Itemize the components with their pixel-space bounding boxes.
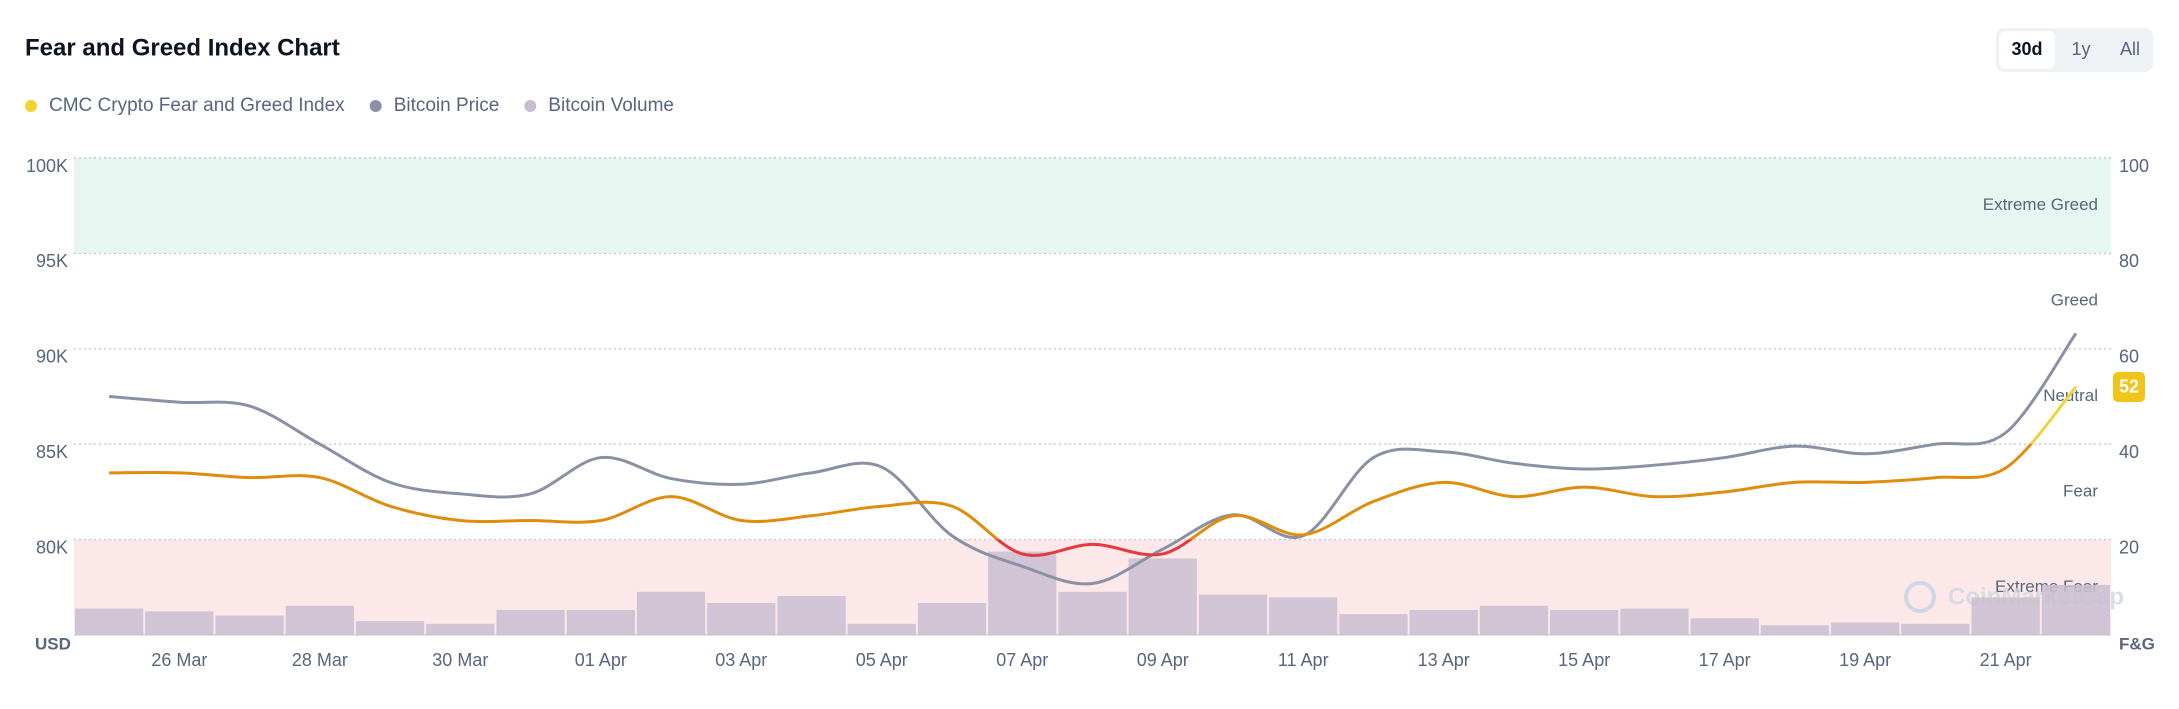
button-active-bg [1999, 31, 2055, 69]
volume-bar [496, 609, 565, 635]
volume-bar [1620, 608, 1689, 635]
zone-label: Fear [2063, 481, 2098, 500]
y2-axis-unit: F&G [2119, 634, 2155, 653]
x-tick-label: 09 Apr [1137, 650, 1189, 670]
volume-bar [355, 621, 425, 635]
x-tick-label: 03 Apr [715, 650, 767, 670]
range-button[interactable]: 30d [2011, 39, 2042, 59]
volume-bar [1831, 622, 1900, 635]
x-tick-label: 11 Apr [1278, 650, 1329, 670]
volume-bar [1269, 597, 1338, 635]
volume-bar [1128, 558, 1197, 635]
y-tick-label: 80K [36, 537, 68, 557]
volume-bar [426, 623, 495, 635]
volume-bar [636, 591, 706, 635]
volume-bar [917, 603, 987, 635]
range-button[interactable]: 1y [2071, 39, 2090, 59]
volume-bar [285, 605, 354, 635]
volume-bar [215, 615, 284, 635]
zone-band [74, 158, 2111, 254]
latest-badge [2113, 371, 2145, 402]
y2-tick-label: 80 [2119, 251, 2139, 271]
volume-bar [707, 603, 776, 635]
y-tick-label: 90K [36, 347, 68, 367]
y2-tick-label: 20 [2119, 537, 2139, 557]
legend-label: CMC Crypto Fear and Greed Index [49, 95, 345, 116]
x-tick-label: 05 Apr [856, 650, 908, 670]
x-tick-label: 07 Apr [996, 650, 1048, 670]
y-tick-label: 100K [26, 156, 68, 176]
x-tick-label: 21 Apr [1980, 650, 2032, 670]
volume-bar [1198, 594, 1268, 635]
x-tick-label: 15 Apr [1558, 650, 1610, 670]
legend-marker [524, 100, 537, 112]
series-line [109, 385, 2078, 557]
volume-bar [1058, 591, 1127, 635]
volume-bar [75, 608, 144, 635]
y-axis-unit: USD [35, 634, 71, 653]
legend-label: Bitcoin Volume [548, 95, 674, 116]
chart-title: Fear and Greed Index Chart [25, 34, 340, 61]
zone-label: Extreme Greed [1983, 195, 2098, 214]
x-tick-label: 17 Apr [1699, 650, 1751, 670]
range-button[interactable]: All [2120, 39, 2140, 59]
y2-tick-label: 40 [2119, 442, 2139, 462]
y2-tick-label: 100 [2119, 156, 2149, 176]
y2-tick-label: 60 [2119, 347, 2139, 367]
volume-bar [2041, 584, 2110, 635]
volume-bar [1901, 623, 1970, 635]
volume-bar [1339, 614, 1408, 635]
volume-bar [1760, 625, 1830, 635]
volume-bar [1550, 609, 1619, 635]
watermark-logo [1904, 581, 1936, 613]
volume-bar [988, 551, 1057, 635]
legend-marker [25, 100, 37, 112]
volume-bar [145, 611, 214, 635]
volume-bar [1409, 609, 1478, 635]
volume-bar [1971, 597, 2040, 635]
x-tick-label: 26 Mar [151, 650, 207, 670]
volume-bar [777, 596, 846, 635]
y-tick-label: 85K [36, 442, 68, 462]
x-tick-label: 30 Mar [432, 650, 488, 670]
series-line [108, 332, 2078, 586]
legend-marker [369, 100, 382, 112]
volume-bar [1690, 618, 1759, 635]
x-tick-label: 13 Apr [1418, 650, 1470, 670]
x-tick-label: 28 Mar [292, 650, 348, 670]
volume-bar [1479, 605, 1549, 635]
volume-bar [847, 623, 916, 635]
zone-label: Greed [2051, 291, 2098, 310]
x-tick-label: 19 Apr [1839, 650, 1891, 670]
latest-badge-value: 52 [2119, 377, 2139, 397]
legend-label: Bitcoin Price [394, 95, 500, 116]
x-tick-label: 01 Apr [575, 650, 627, 670]
y-tick-label: 95K [36, 251, 68, 271]
volume-bar [566, 609, 635, 635]
